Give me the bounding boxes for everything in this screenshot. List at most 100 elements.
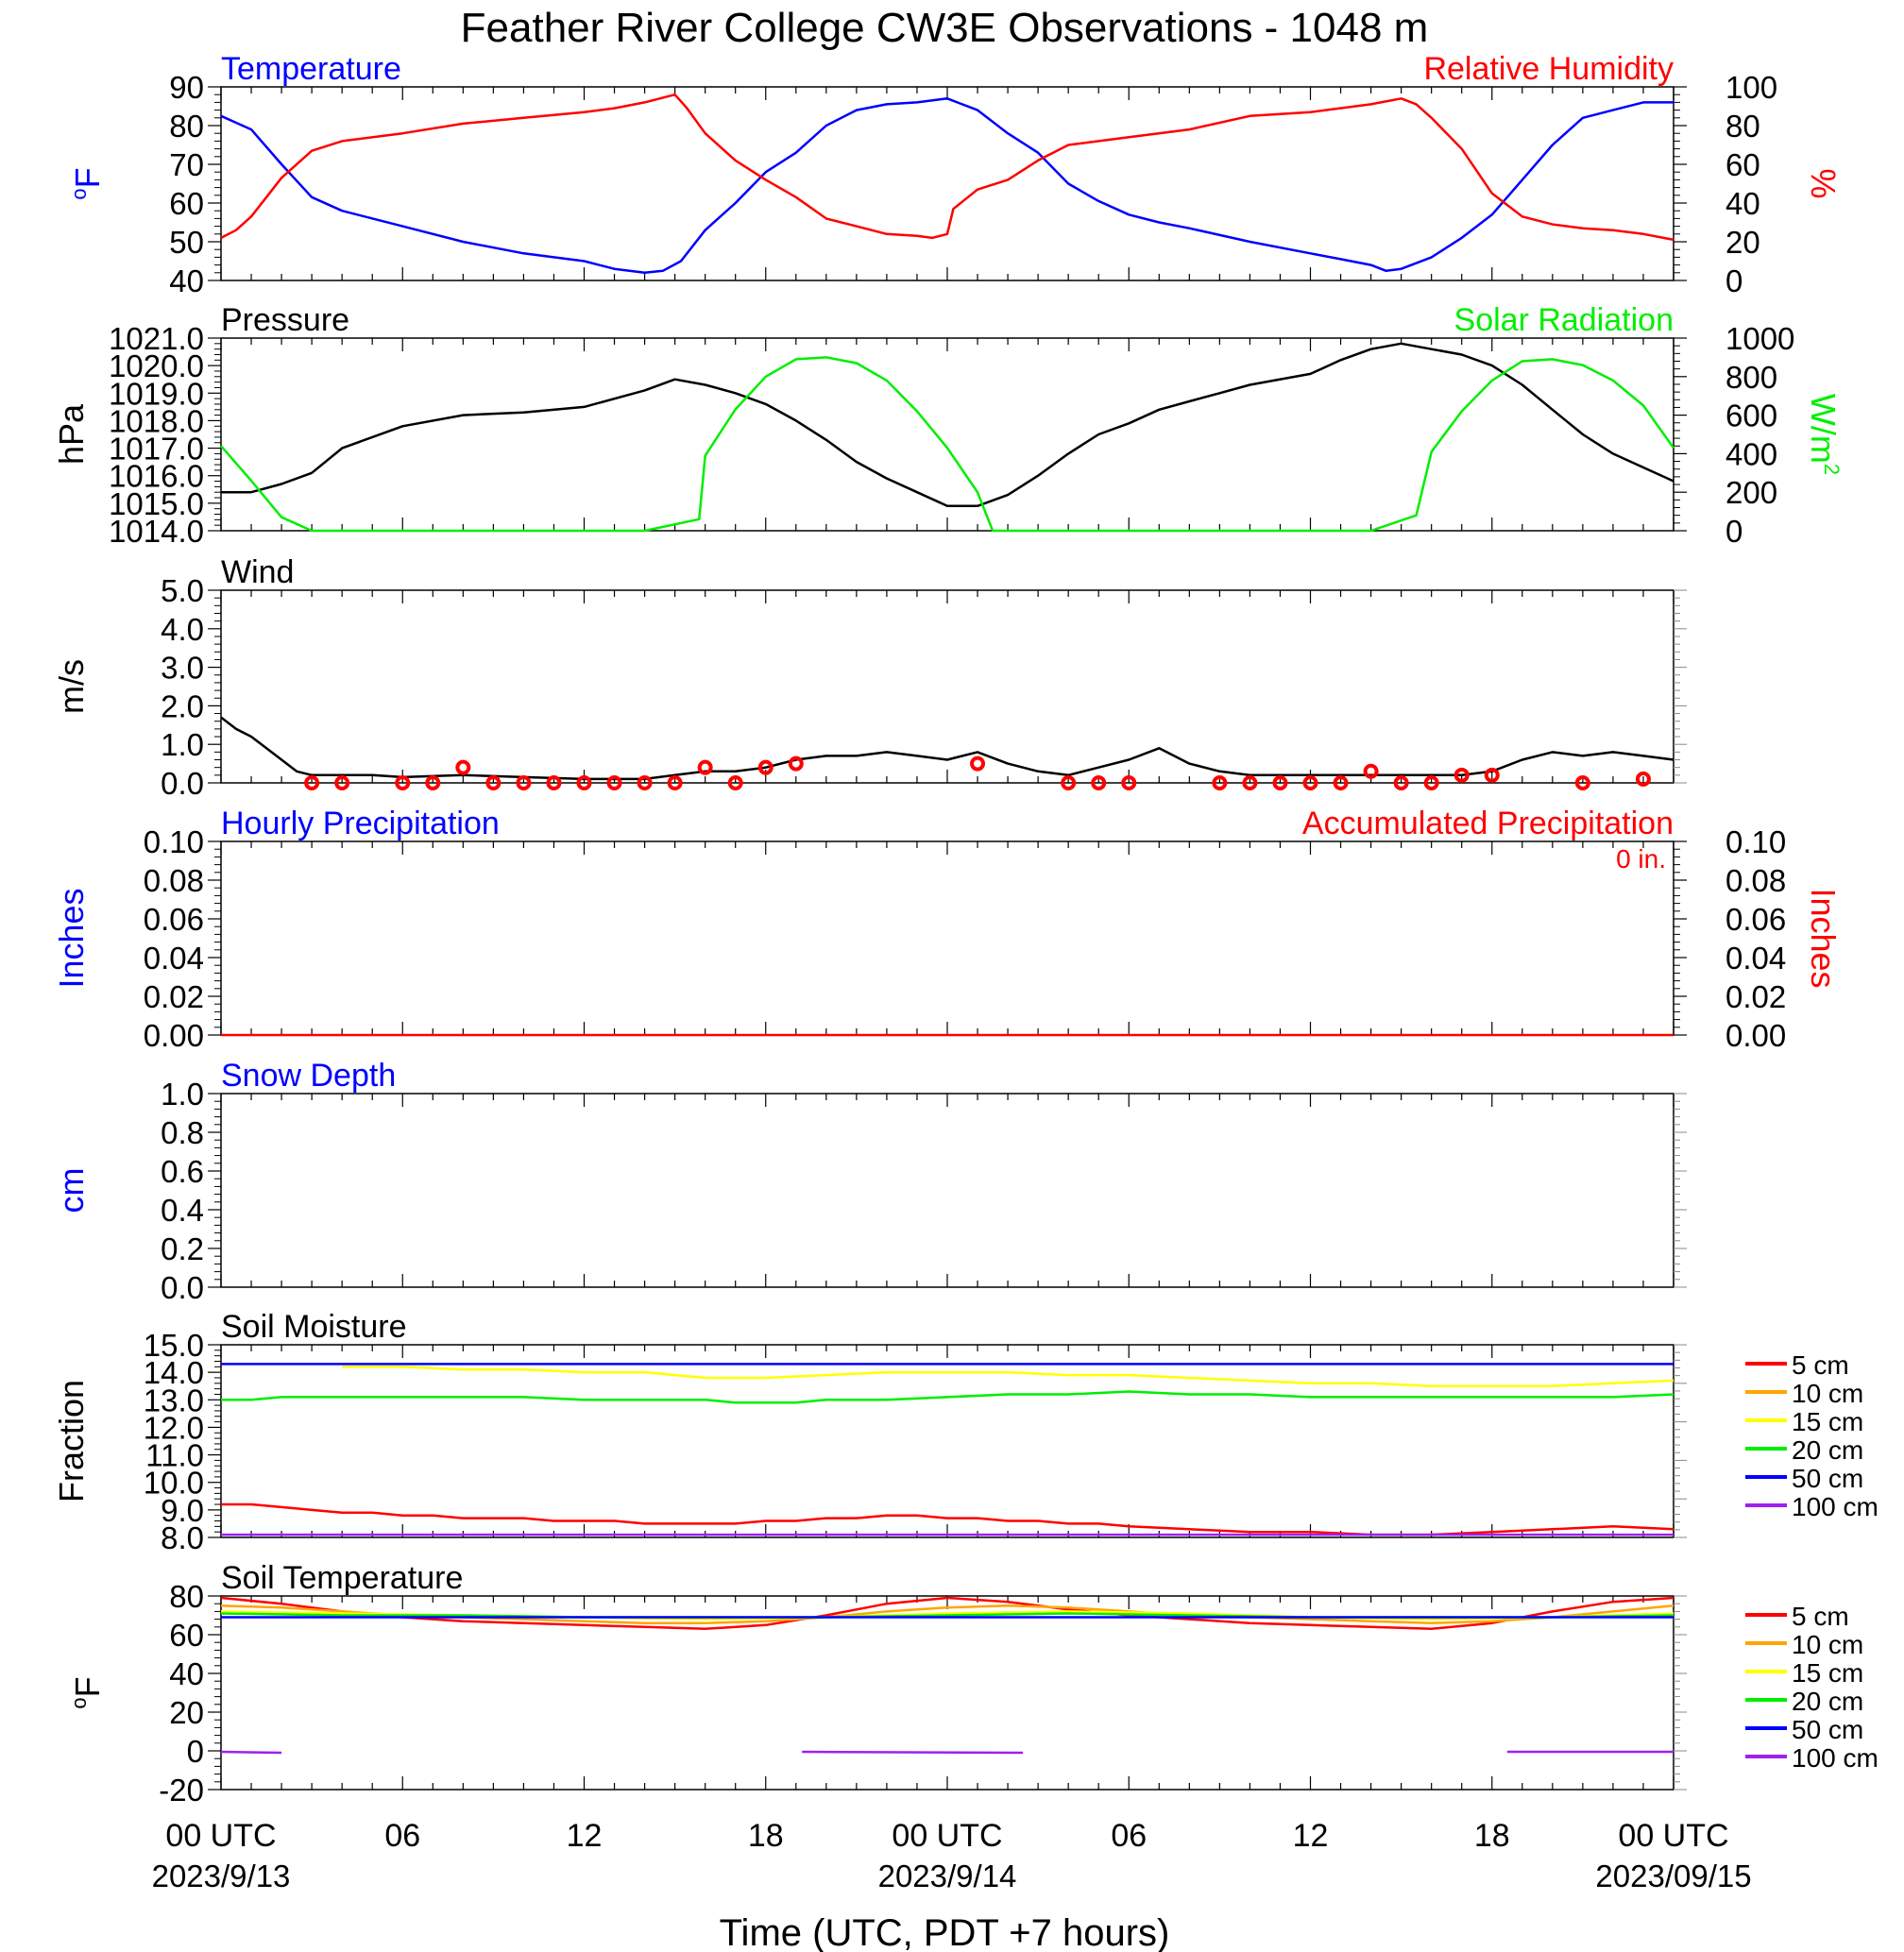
y-tick-label-left: 90 bbox=[169, 70, 204, 105]
wind-hourly-marker bbox=[788, 755, 804, 772]
series-line-100-cm bbox=[220, 1750, 1674, 1755]
x-axis-label: Time (UTC, PDT +7 hours) bbox=[720, 1912, 1170, 1952]
x-tick-label: 12 bbox=[567, 1818, 603, 1854]
y-tick-label-left: 0.02 bbox=[144, 979, 204, 1014]
y-tick-label-right: 0.00 bbox=[1726, 1018, 1786, 1053]
y-tick-label-right: 600 bbox=[1726, 399, 1777, 433]
wind-hourly-marker bbox=[667, 775, 683, 790]
wind-hourly-marker bbox=[1242, 775, 1258, 790]
y-tick-label-left: 12.0 bbox=[144, 1410, 204, 1445]
wind-hourly-marker bbox=[395, 775, 411, 790]
y-tick-label-left: 0.10 bbox=[144, 824, 204, 859]
wind-hourly-marker bbox=[1333, 775, 1349, 790]
y-tick-label-right: 0.04 bbox=[1726, 941, 1786, 976]
legend-label: 5 cm bbox=[1792, 1602, 1849, 1631]
wind-hourly-marker bbox=[304, 775, 320, 790]
panel-soil_moisture: 15.014.013.012.011.010.09.08.0 Soil Moist… bbox=[52, 1309, 1878, 1555]
y-tick-label-left: 0.08 bbox=[144, 863, 204, 898]
series-line-solar-radiation bbox=[220, 356, 1675, 533]
y-tick-label-left: 20 bbox=[169, 1695, 204, 1730]
wind-hourly-marker bbox=[1393, 775, 1409, 790]
wind-hourly-marker bbox=[727, 775, 743, 790]
y-tick-label-left: 1014.0 bbox=[109, 514, 204, 549]
y-tick-label-right: 60 bbox=[1726, 147, 1760, 182]
y-tick-label-right: 0.10 bbox=[1726, 824, 1786, 859]
y-axis-unit-left: cm bbox=[52, 1168, 91, 1214]
y-tick-label-right: 0.08 bbox=[1726, 863, 1786, 898]
y-tick-label-right: 200 bbox=[1726, 475, 1777, 510]
wind-hourly-marker bbox=[970, 755, 986, 772]
wind-hourly-marker bbox=[1091, 775, 1107, 790]
wind-hourly-marker bbox=[485, 775, 502, 790]
y-tick-label-left: 0.0 bbox=[161, 1270, 204, 1305]
y-tick-label-left: 70 bbox=[169, 147, 204, 182]
panel-title-left: Soil Moisture bbox=[221, 1309, 407, 1345]
wind-hourly-marker bbox=[606, 775, 622, 790]
y-tick-label-left: 60 bbox=[169, 1618, 204, 1653]
wind-hourly-marker bbox=[1212, 775, 1228, 790]
y-tick-label-right: 100 bbox=[1726, 70, 1777, 105]
plot-frame bbox=[220, 86, 1674, 281]
y-tick-label-left: 15.0 bbox=[144, 1328, 204, 1363]
wind-hourly-marker bbox=[1272, 775, 1288, 790]
panel-title-left: Soil Temperature bbox=[221, 1560, 463, 1596]
plot-frame bbox=[220, 840, 1674, 1036]
y-axis-unit-right: Inches bbox=[1804, 888, 1843, 988]
panel-title-left: Wind bbox=[221, 554, 294, 590]
y-tick-label-right: 0.02 bbox=[1726, 979, 1786, 1014]
legend-label: 20 cm bbox=[1792, 1687, 1863, 1716]
y-tick-label-left: 0.6 bbox=[161, 1154, 204, 1189]
panel-title-right: Solar Radiation bbox=[1454, 302, 1674, 338]
panel-wind: 5.0 4.0 3.02.0 1.0 0.0 Wind m/s bbox=[52, 554, 1687, 801]
y-tick-label-left: 80 bbox=[169, 109, 204, 144]
plot-frame bbox=[220, 1344, 1674, 1538]
legend-label: 50 cm bbox=[1792, 1715, 1863, 1744]
y-tick-label-left: 1.0 bbox=[161, 1077, 204, 1112]
degree-superscript: o bbox=[67, 188, 91, 199]
panel-pressure_solar: 1021.01020.01019.01018.01017.01016.01015… bbox=[52, 302, 1844, 549]
panel-precip: 0.100.080.060.040.020.000.100.080.060.04… bbox=[52, 806, 1843, 1053]
series-line-temperature bbox=[220, 97, 1674, 275]
legend-label: 10 cm bbox=[1792, 1630, 1863, 1659]
wind-hourly-marker bbox=[1423, 775, 1439, 790]
legend-label: 15 cm bbox=[1792, 1407, 1863, 1436]
y-axis-unit-left: oF bbox=[67, 167, 107, 199]
y-tick-label-right: 400 bbox=[1726, 436, 1777, 471]
x-tick-label: 06 bbox=[1111, 1818, 1147, 1854]
y-tick-label-left: 1018.0 bbox=[109, 403, 204, 438]
wind-hourly-marker bbox=[697, 759, 713, 775]
y-tick-label-right: 40 bbox=[1726, 186, 1760, 221]
panel-title-right: Accumulated Precipitation bbox=[1302, 806, 1674, 841]
wind-hourly-marker bbox=[516, 775, 532, 790]
y-axis-unit-left: oF bbox=[67, 1676, 107, 1708]
wind-hourly-marker bbox=[1121, 775, 1137, 790]
x-tick-date-label: 2023/9/13 bbox=[152, 1859, 291, 1893]
panel-title-left: Temperature bbox=[221, 51, 401, 87]
y-axis-unit-right: W/m2 bbox=[1804, 394, 1844, 475]
legend-label: 10 cm bbox=[1792, 1379, 1863, 1408]
y-tick-label-right: 1000 bbox=[1726, 321, 1794, 356]
y-tick-label-right: 0 bbox=[1726, 263, 1742, 298]
series-line-5-cm bbox=[220, 1596, 1674, 1631]
y-tick-label-left: 1.0 bbox=[161, 727, 204, 762]
x-tick-label: 00 UTC bbox=[892, 1818, 1002, 1854]
y-axis-unit-left: m/s bbox=[52, 659, 91, 714]
wind-hourly-marker bbox=[576, 775, 592, 790]
y-tick-label-right: 0.06 bbox=[1726, 902, 1786, 937]
wind-hourly-marker bbox=[334, 775, 350, 790]
chart-title: Feather River College CW3E Observations … bbox=[461, 5, 1429, 51]
unit-letter: F bbox=[68, 1676, 107, 1697]
legend-label: 5 cm bbox=[1792, 1350, 1849, 1380]
wind-hourly-marker bbox=[1363, 763, 1379, 779]
y-tick-label-left: 1016.0 bbox=[109, 459, 204, 494]
wind-hourly-marker bbox=[757, 759, 774, 775]
y-tick-label-left: 9.0 bbox=[161, 1493, 204, 1528]
y-tick-label-left: 40 bbox=[169, 1656, 204, 1691]
y-tick-label-right: 20 bbox=[1726, 225, 1760, 260]
unit-letter: F bbox=[68, 167, 107, 188]
y-tick-label-left: 1020.0 bbox=[109, 348, 204, 383]
y-tick-label-left: 0.8 bbox=[161, 1115, 204, 1150]
x-tick-date-label: 2023/09/15 bbox=[1595, 1859, 1751, 1893]
